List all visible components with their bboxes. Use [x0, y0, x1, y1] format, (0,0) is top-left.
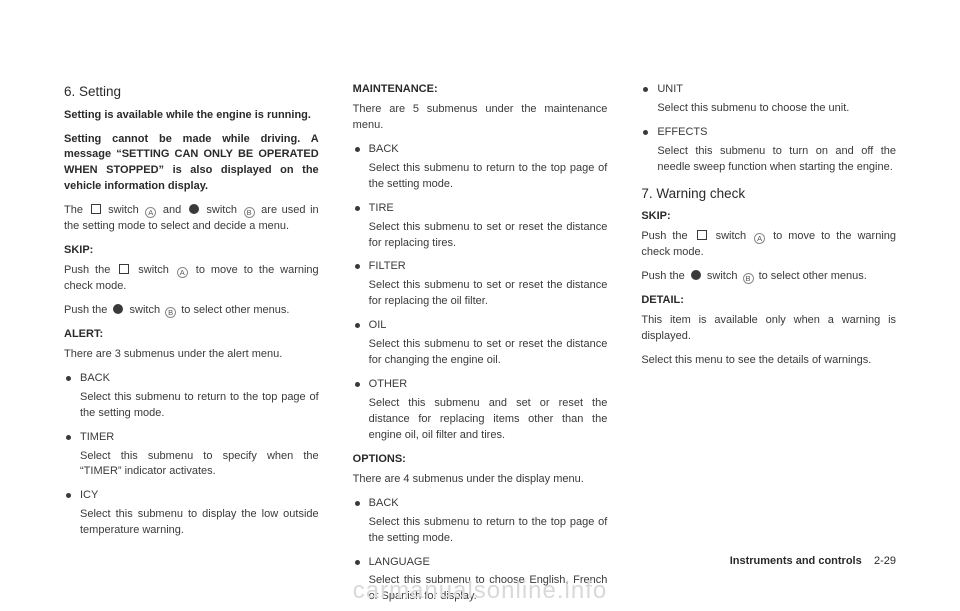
alert-list: BACK Select this submenu to return to th… [64, 371, 319, 539]
list-item: TIRE Select this submenu to set or reset… [353, 201, 608, 252]
switch-description: The switch A and switch B are used in th… [64, 203, 319, 235]
detail-line-1: This item is available only when a warni… [641, 313, 896, 345]
list-item-title: OTHER [369, 377, 608, 393]
list-item: OTHER Select this submenu and set or res… [353, 377, 608, 444]
list-item-title: FILTER [369, 259, 608, 275]
list-item-title: OIL [369, 318, 608, 334]
list-item-title: EFFECTS [657, 125, 896, 141]
bullet-icon [66, 376, 71, 381]
options-heading: OPTIONS: [353, 452, 608, 468]
list-item-title: UNIT [657, 82, 896, 98]
circle-switch-icon [113, 304, 123, 314]
square-switch-icon [91, 204, 101, 214]
list-item-title: TIMER [80, 430, 319, 446]
list-item-desc: Select this submenu to set or reset the … [369, 220, 608, 252]
bullet-icon [643, 87, 648, 92]
list-item: BACK Select this submenu to return to th… [64, 371, 319, 422]
options-intro: There are 4 submenus under the display m… [353, 472, 608, 488]
list-item-desc: Select this submenu to display the low o… [80, 507, 319, 539]
bullet-icon [66, 435, 71, 440]
options-list-cont: UNIT Select this submenu to choose the u… [641, 82, 896, 176]
bullet-icon [355, 206, 360, 211]
list-item-desc: Select this submenu to return to the top… [369, 515, 608, 547]
list-item-desc: Select this submenu to return to the top… [369, 161, 608, 193]
skip-line-2: Push the switch B to select other menus. [64, 303, 319, 319]
bullet-icon [66, 493, 71, 498]
ring-b-icon: B [165, 307, 176, 318]
list-item-title: TIRE [369, 201, 608, 217]
bullet-icon [355, 560, 360, 565]
footer-page: 2-29 [874, 555, 896, 567]
bullet-icon [355, 382, 360, 387]
column-3: UNIT Select this submenu to choose the u… [641, 82, 896, 542]
list-item-title: LANGUAGE [369, 555, 608, 571]
page-footer: Instruments and controls 2-29 [730, 555, 896, 567]
list-item: BACK Select this submenu to return to th… [353, 496, 608, 547]
skip-line-1: Push the switch A to move to the warning… [641, 229, 896, 261]
section-heading: 6. Setting [64, 82, 319, 102]
footer-label: Instruments and controls [730, 555, 862, 567]
list-item: FILTER Select this submenu to set or res… [353, 259, 608, 310]
list-item-title: BACK [80, 371, 319, 387]
list-item-desc: Select this submenu to choose the unit. [657, 101, 896, 117]
list-item: UNIT Select this submenu to choose the u… [641, 82, 896, 117]
ring-a-icon: A [177, 267, 188, 278]
list-item: BACK Select this submenu to return to th… [353, 142, 608, 193]
bullet-icon [355, 323, 360, 328]
list-item: OIL Select this submenu to set or reset … [353, 318, 608, 369]
setting-restriction: Setting cannot be made while driving. A … [64, 132, 319, 196]
skip-heading: SKIP: [641, 209, 896, 225]
section-heading: 7. Warning check [641, 184, 896, 204]
setting-availability: Setting is available while the engine is… [64, 108, 319, 124]
list-item-title: BACK [369, 142, 608, 158]
list-item-title: ICY [80, 488, 319, 504]
bullet-icon [643, 130, 648, 135]
list-item-title: BACK [369, 496, 608, 512]
circle-switch-icon [691, 270, 701, 280]
ring-b-icon: B [244, 207, 255, 218]
column-1: 6. Setting Setting is available while th… [64, 82, 319, 542]
skip-line-1: Push the switch A to move to the warning… [64, 263, 319, 295]
maintenance-heading: MAINTENANCE: [353, 82, 608, 98]
list-item-desc: Select this submenu and set or reset the… [369, 396, 608, 444]
alert-intro: There are 3 submenus under the alert men… [64, 347, 319, 363]
skip-heading: SKIP: [64, 243, 319, 259]
watermark: carmanualsonline.info [0, 577, 960, 605]
maintenance-intro: There are 5 submenus under the maintenan… [353, 102, 608, 134]
square-switch-icon [119, 264, 129, 274]
detail-heading: DETAIL: [641, 293, 896, 309]
ring-b-icon: B [743, 273, 754, 284]
square-switch-icon [697, 230, 707, 240]
list-item: EFFECTS Select this submenu to turn on a… [641, 125, 896, 176]
list-item-desc: Select this submenu to set or reset the … [369, 337, 608, 369]
list-item-desc: Select this submenu to set or reset the … [369, 278, 608, 310]
bullet-icon [355, 147, 360, 152]
skip-line-2: Push the switch B to select other menus. [641, 269, 896, 285]
list-item-desc: Select this submenu to specify when the … [80, 449, 319, 481]
column-2: MAINTENANCE: There are 5 submenus under … [353, 82, 608, 542]
bullet-icon [355, 501, 360, 506]
alert-heading: ALERT: [64, 327, 319, 343]
circle-switch-icon [189, 204, 199, 214]
bullet-icon [355, 264, 360, 269]
list-item: ICY Select this submenu to display the l… [64, 488, 319, 539]
maintenance-list: BACK Select this submenu to return to th… [353, 142, 608, 444]
list-item: TIMER Select this submenu to specify whe… [64, 430, 319, 481]
list-item-desc: Select this submenu to turn on and off t… [657, 144, 896, 176]
ring-a-icon: A [145, 207, 156, 218]
detail-line-2: Select this menu to see the details of w… [641, 353, 896, 369]
ring-a-icon: A [754, 233, 765, 244]
list-item-desc: Select this submenu to return to the top… [80, 390, 319, 422]
